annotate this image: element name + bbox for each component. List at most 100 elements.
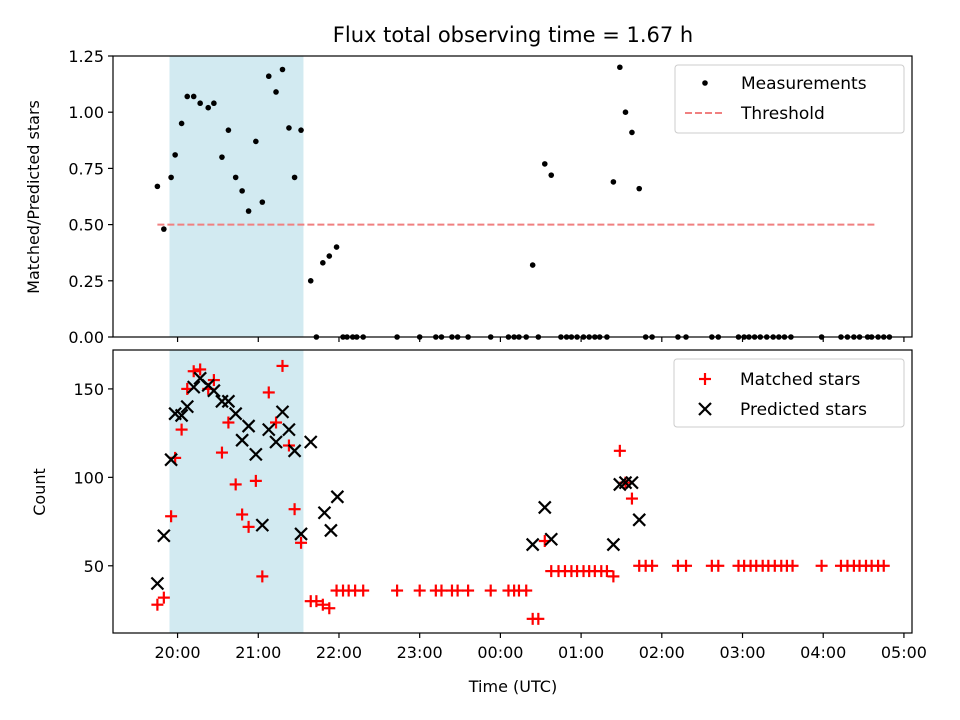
predicted-star-point — [538, 500, 552, 515]
x-tick-label: 23:00 — [397, 643, 443, 662]
bottom-x-axis-label: Time (UTC) — [468, 677, 557, 696]
matched-star-point — [600, 565, 613, 578]
x-tick-label: 05:00 — [881, 643, 927, 662]
matched-star-point — [175, 423, 188, 436]
measurement-point — [610, 179, 617, 185]
y-tick-label: 0.75 — [68, 159, 104, 178]
predicted-star-point — [249, 447, 263, 462]
predicted-star-point — [294, 527, 308, 541]
x-tick-label: 03:00 — [719, 643, 765, 662]
matched-star-point — [229, 478, 242, 491]
matched-star-point — [712, 559, 725, 572]
matched-star-point — [413, 584, 426, 597]
measurement-point — [326, 253, 333, 259]
measurement-point — [279, 66, 286, 73]
measurement-point — [253, 138, 259, 145]
measurement-point — [286, 125, 292, 131]
measurement-point — [205, 104, 212, 111]
measurement-point — [168, 174, 174, 181]
predicted-star-point — [544, 532, 559, 547]
y-tick-label: 150 — [73, 380, 104, 399]
measurement-point — [184, 93, 191, 100]
measurement-point — [307, 278, 314, 284]
predicted-star-point — [221, 394, 236, 409]
matched-star-point — [435, 584, 448, 597]
predicted-star-point — [282, 422, 296, 437]
matched-star-point — [680, 559, 693, 572]
measurement-point — [190, 93, 197, 100]
measurement-point — [291, 174, 298, 181]
measurement-point — [225, 127, 232, 133]
legend-matched-marker — [699, 373, 711, 385]
predicted-star-point — [606, 537, 621, 552]
matched-star-point — [236, 508, 249, 521]
bottom-x-ticks: 20:00 21:00 22:00 23:00 00:00 01:00 02:00 03:00… — [155, 633, 927, 662]
matched-star-point — [151, 598, 164, 611]
matched-star-point — [451, 584, 464, 597]
predicted-star-point — [150, 576, 165, 591]
matched-star-point — [357, 584, 370, 597]
predicted-star-point — [625, 475, 639, 490]
bottom-highlight-span — [169, 350, 304, 633]
matched-star-point — [165, 510, 178, 523]
bottom-series-layer — [150, 359, 890, 625]
matched-star-point — [270, 416, 283, 429]
matched-star-point — [316, 598, 329, 611]
predicted-star-point — [330, 490, 345, 504]
y-tick-label: 1.00 — [68, 103, 104, 122]
matched-star-point — [222, 416, 235, 429]
matched-star-point — [625, 492, 638, 505]
measurement-point — [629, 129, 635, 136]
predicted-star-point — [275, 405, 290, 419]
top-highlight-span — [169, 56, 304, 337]
measurement-point — [622, 109, 629, 115]
measurement-point — [232, 174, 239, 181]
bottom-axes-frame — [112, 349, 913, 634]
predicted-star-point — [317, 505, 332, 520]
matched-star-point — [295, 536, 308, 549]
measurement-point — [219, 154, 225, 160]
matched-star-point — [520, 584, 533, 597]
legend-predicted-marker — [698, 402, 712, 416]
matched-star-point — [786, 559, 799, 572]
predicted-star-point — [632, 513, 646, 527]
predicted-star-point — [180, 399, 195, 414]
x-tick-label: 02:00 — [639, 643, 685, 662]
matched-star-point — [157, 591, 170, 604]
top-y-axis-label: Matched/Predicted stars — [24, 100, 43, 294]
top-x-ticks — [176, 337, 905, 342]
measurement-point — [265, 73, 272, 80]
matched-star-point — [613, 444, 626, 457]
top-y-ticks: 0.00 0.25 0.50 0.75 1.00 1.25 — [68, 47, 113, 347]
top-legend: Measurements Threshold — [674, 64, 905, 134]
observing-span — [169, 56, 304, 337]
legend-measurements-label: Measurements — [741, 74, 867, 94]
matched-star-point — [323, 602, 336, 615]
measurement-point — [161, 226, 167, 232]
legend-measurements-marker — [702, 80, 708, 86]
y-tick-label: 0.00 — [68, 328, 104, 347]
predicted-star-point — [207, 383, 221, 398]
measurement-point — [320, 260, 326, 266]
predicted-star-point — [164, 452, 178, 467]
predicted-star-point — [186, 380, 201, 394]
y-tick-label: 1.25 — [68, 47, 104, 66]
measurement-point — [211, 100, 217, 107]
bottom-panel: 50 100 150 20:00 21:00 22:00 23:00 00:00 01:00 0… — [30, 349, 927, 696]
matched-star-point — [194, 363, 207, 376]
measurement-point — [529, 262, 536, 268]
measurement-point — [197, 100, 203, 107]
matched-star-point — [249, 474, 262, 487]
predicted-star-point — [235, 433, 249, 447]
x-tick-label: 01:00 — [558, 643, 604, 662]
legend-threshold-label: Threshold — [740, 104, 825, 124]
x-tick-label: 20:00 — [155, 643, 201, 662]
predicted-star-point — [174, 408, 189, 423]
measurement-point — [541, 161, 548, 167]
measurement-point — [333, 244, 340, 250]
predicted-star-point — [241, 419, 256, 433]
y-tick-label: 0.50 — [68, 216, 104, 235]
predicted-star-point — [261, 422, 276, 437]
matched-star-point — [462, 584, 475, 597]
